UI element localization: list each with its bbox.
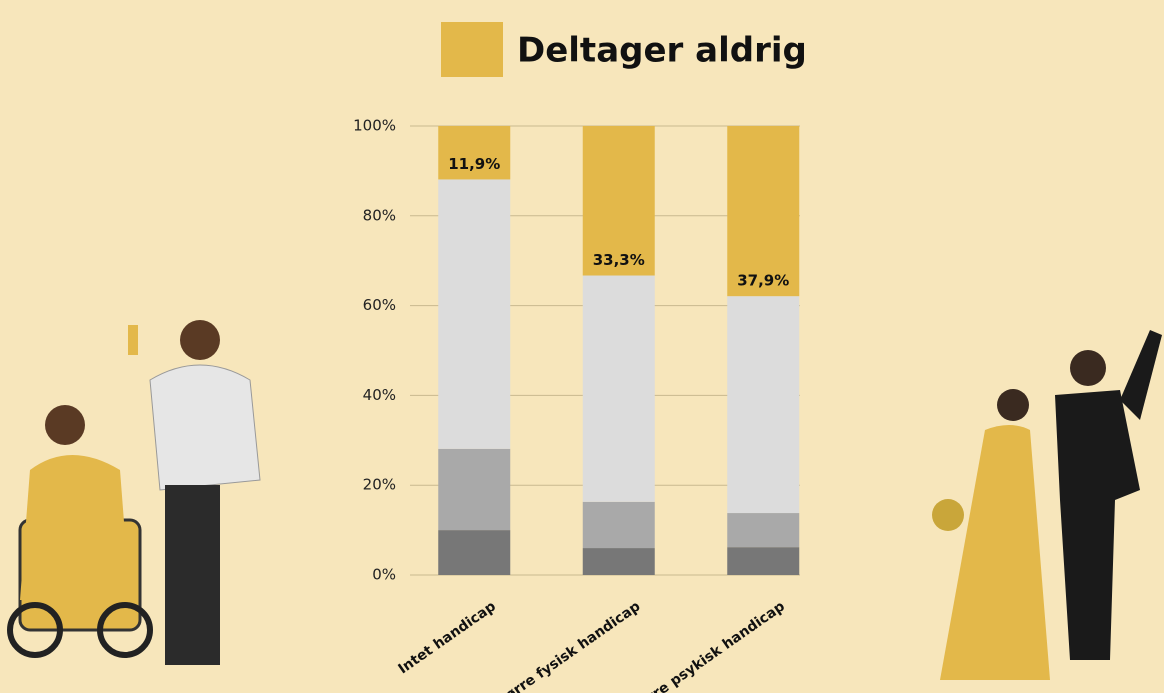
y-tick-label: 20% bbox=[363, 476, 396, 494]
y-tick-label: 80% bbox=[363, 206, 396, 224]
legend-label: Deltager aldrig bbox=[517, 31, 807, 71]
value-label: 11,9% bbox=[448, 155, 500, 173]
bar-segment bbox=[583, 548, 655, 575]
value-label: 33,3% bbox=[593, 251, 645, 269]
bar-segment bbox=[438, 530, 510, 575]
y-tick-label: 60% bbox=[363, 296, 396, 314]
y-tick-label: 40% bbox=[363, 386, 396, 404]
bar-segment bbox=[727, 513, 799, 547]
legend-swatch bbox=[441, 22, 503, 77]
bar-segment bbox=[727, 296, 799, 513]
value-label: 37,9% bbox=[737, 272, 789, 290]
bar-segment bbox=[438, 449, 510, 530]
bar-segment bbox=[438, 179, 510, 448]
bar-segment bbox=[583, 502, 655, 548]
bar-segment bbox=[727, 547, 799, 575]
y-tick-label: 100% bbox=[353, 117, 396, 135]
y-tick-label: 0% bbox=[372, 566, 396, 584]
bar-segment bbox=[727, 126, 799, 296]
bar-segment bbox=[583, 276, 655, 502]
chart: 0%20%40%60%80%100%Deltager aldrig11,9%In… bbox=[0, 0, 1164, 693]
